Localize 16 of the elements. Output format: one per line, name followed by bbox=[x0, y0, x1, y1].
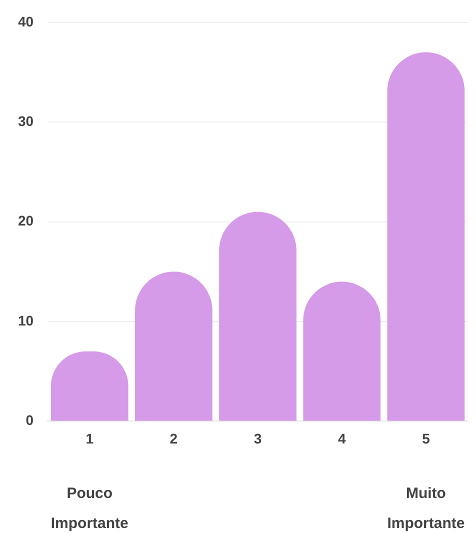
text: Pouco Importante bbox=[50, 485, 128, 532]
y-tick-label: 40 bbox=[18, 13, 34, 30]
y-tick-label: 10 bbox=[18, 312, 34, 328]
x-tick-label: 2 bbox=[170, 430, 178, 446]
bar bbox=[387, 52, 465, 421]
bar bbox=[219, 212, 296, 421]
x-tick-label: 3 bbox=[254, 430, 262, 446]
x-tick-label: 4 bbox=[338, 430, 346, 446]
text: Muito Importante bbox=[387, 485, 465, 532]
bar bbox=[135, 272, 212, 421]
bar bbox=[303, 282, 381, 421]
x-tick-label: 1 bbox=[86, 430, 94, 446]
y-tick-label: 20 bbox=[18, 212, 34, 229]
y-tick-label: 30 bbox=[18, 112, 34, 129]
y-tick-label: 0 bbox=[26, 412, 34, 428]
x-tick-label: 5 bbox=[422, 430, 430, 446]
